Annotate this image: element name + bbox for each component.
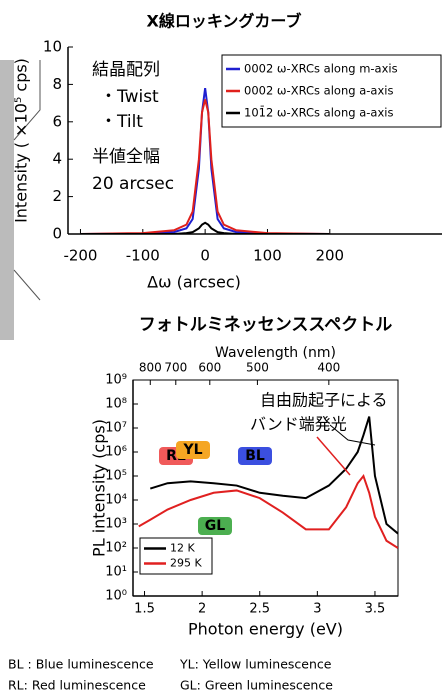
- y-tick-label: 10⁰: [105, 589, 127, 604]
- x-axis-label: Photon energy (eV): [188, 620, 343, 639]
- x-tick-label: 2: [198, 602, 206, 617]
- callout-line: [14, 270, 40, 300]
- x-axis-label: Δω (arcsec): [147, 273, 241, 292]
- x-tick-label: 100: [253, 247, 282, 265]
- y-tick-label: 10¹: [105, 565, 127, 580]
- x2-tick-label: 500: [246, 361, 269, 375]
- x-tick-label: 0: [200, 247, 210, 265]
- series-line: [150, 417, 398, 534]
- y-axis-label: PL intensity (cps): [90, 419, 109, 557]
- band-label: YL: [182, 442, 202, 458]
- x-tick-label: 200: [315, 247, 344, 265]
- page: X線ロッキングカーブ 0 2 4 6 8 10 -200 -100 0 100 200 Δω (arcs…: [0, 0, 442, 696]
- footer-note: YL: Yellow luminescence: [179, 657, 332, 672]
- legend-label: 0002 ω-XRCs along a-axis: [244, 84, 393, 98]
- legend-label: 12 K: [170, 542, 195, 555]
- y-axis-label: Intensity ( ×10⁵ cps): [12, 58, 31, 223]
- arrow: [317, 437, 350, 475]
- y-tick-label: 0: [52, 225, 62, 243]
- legend-label: 101̄2 ω-XRCs along a-axis: [244, 105, 393, 119]
- x-tick-label: -200: [63, 247, 97, 265]
- legend-label: 295 K: [170, 557, 202, 570]
- x2-tick-label: 700: [164, 361, 187, 375]
- footer-note: GL: Green luminescence: [180, 678, 333, 693]
- band-label: BL: [245, 448, 265, 464]
- y-tick-label: 8: [52, 75, 62, 93]
- y-tick-label: 10⁸: [105, 397, 127, 412]
- y-tick-label: 6: [52, 112, 62, 130]
- footer-note: RL: Red luminescence: [8, 678, 146, 693]
- annotation: 半値全幅: [92, 147, 160, 167]
- y-tick-label: 2: [52, 187, 62, 205]
- annotation: バンド端発光: [250, 415, 347, 434]
- x2-axis-label: Wavelength (nm): [215, 345, 336, 361]
- y-tick-label: 10: [43, 38, 62, 56]
- x2-tick-label: 800: [139, 361, 162, 375]
- annotation: ・Tilt: [100, 112, 143, 132]
- y-tick-label: 10⁹: [105, 373, 127, 388]
- annotation: 20 arcsec: [92, 174, 174, 194]
- chart-title: フォトルミネッセンススペクトル: [139, 315, 392, 335]
- annotation: 結晶配列: [92, 60, 160, 80]
- x-tick-label: -100: [126, 247, 160, 265]
- legend-label: 0002 ω-XRCs along m-axis: [244, 62, 398, 76]
- x-tick-label: 3: [313, 602, 321, 617]
- x2-tick-label: 400: [317, 361, 340, 375]
- annotation: 自由励起子による: [260, 391, 388, 410]
- x-tick-label: 3.5: [365, 602, 386, 617]
- annotation: ・Twist: [100, 87, 159, 107]
- series-line: [139, 476, 398, 548]
- footer-note: BL : Blue luminescence: [8, 657, 154, 672]
- x2-tick-label: 600: [198, 361, 221, 375]
- y-tick-label: 4: [52, 150, 62, 168]
- chart-title: X線ロッキングカーブ: [147, 12, 302, 31]
- band-label: GL: [205, 518, 225, 534]
- x-tick-label: 1.5: [134, 602, 155, 617]
- x-tick-label: 2.5: [249, 602, 270, 617]
